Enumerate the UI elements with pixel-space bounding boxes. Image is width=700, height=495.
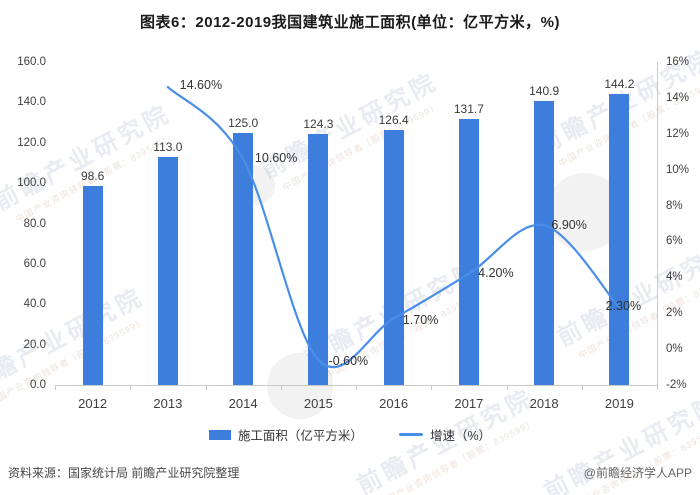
y-axis-left-tick-label: 100.0 <box>17 177 46 190</box>
chart-title: 图表6：2012-2019我国建筑业施工面积(单位：亿平方米，%) <box>140 14 560 31</box>
line-value-label: 4.20% <box>478 265 514 280</box>
x-axis-label: 2012 <box>78 396 108 411</box>
y-axis-left-tick-label: 40.0 <box>23 298 46 311</box>
bar <box>82 185 103 385</box>
line-value-label: -0.60% <box>328 353 369 368</box>
x-axis-tick <box>581 385 583 390</box>
line-series-swatch-icon <box>398 433 423 436</box>
bar-value-label: 124.3 <box>303 117 334 132</box>
bar <box>308 134 329 385</box>
data-source-text: 资料来源：国家统计局 前瞻产业研究院整理 <box>8 466 240 480</box>
y-axis-right-tick-label: 10% <box>666 163 690 176</box>
y-axis-right-tick-label: 14% <box>666 91 690 104</box>
x-axis-tick <box>356 385 357 390</box>
x-axis-tick <box>657 385 658 390</box>
bar <box>383 129 404 385</box>
footer: 资料来源：国家统计局 前瞻产业研究院整理 @前瞻经济学人APP <box>8 464 692 481</box>
credit-text: @前瞻经济学人APP <box>583 466 692 480</box>
right-axis-line <box>657 62 658 390</box>
y-axis-right-tick-label: 0% <box>666 343 683 356</box>
y-axis-right-tick-label: 4% <box>666 271 683 284</box>
bar-series-swatch-icon <box>208 429 231 440</box>
x-axis-tick <box>431 385 433 390</box>
y-axis-left-tick-label: 120.0 <box>17 136 46 149</box>
legend: 施工面积（亿平方米） 增速（%） <box>0 425 700 444</box>
x-axis-label: 2015 <box>303 396 333 411</box>
y-axis-right-tick-label: 6% <box>666 235 683 248</box>
bar <box>233 132 254 385</box>
x-axis-tick <box>205 385 207 390</box>
y-axis-left-tick-label: 160.0 <box>17 56 46 68</box>
bar <box>157 156 178 385</box>
line-value-label: 10.60% <box>254 150 298 165</box>
legend-line-label: 增速（%） <box>429 429 492 443</box>
y-axis-right-tick-label: 16% <box>666 56 690 68</box>
x-axis-tick <box>506 385 508 390</box>
y-axis-left-tick-label: 140.0 <box>17 96 46 109</box>
y-axis-left-tick-label: 20.0 <box>23 338 46 351</box>
bar-value-label: 126.4 <box>378 112 409 127</box>
bar <box>609 93 630 385</box>
x-axis-tick <box>280 385 282 390</box>
legend-item-line-series: 增速（%） <box>398 425 492 444</box>
line-value-label: 14.60% <box>179 78 223 93</box>
x-axis-label: 2019 <box>604 396 634 411</box>
bar-value-label: 113.0 <box>153 139 183 154</box>
y-axis-left-tick-label: 60.0 <box>23 257 46 270</box>
bar <box>534 100 555 385</box>
bar-value-label: 98.6 <box>80 168 105 183</box>
y-axis-right-tick-label: 8% <box>666 199 683 212</box>
x-axis-label: 2017 <box>454 396 484 411</box>
line-value-label: 1.70% <box>402 312 439 327</box>
x-axis-label: 2013 <box>153 396 183 411</box>
line-value-label: 2.30% <box>605 298 642 313</box>
line-value-label: 6.90% <box>551 218 587 233</box>
y-axis-right-tick-label: 2% <box>666 307 683 320</box>
y-axis-right-tick-label: 12% <box>666 127 690 140</box>
x-axis-label: 2014 <box>228 396 258 411</box>
y-axis-right-tick-label: -2% <box>666 379 687 391</box>
x-axis-label: 2016 <box>379 396 409 411</box>
bar-value-label: 131.7 <box>453 102 484 117</box>
x-axis-tick <box>55 385 56 390</box>
x-axis-label: 2018 <box>529 396 559 411</box>
x-axis-tick <box>130 385 132 390</box>
y-axis-left-tick-label: 0.0 <box>30 379 46 391</box>
bar-value-label: 144.2 <box>604 76 635 91</box>
legend-bar-label: 施工面积（亿平方米） <box>237 429 363 443</box>
bar-value-label: 140.9 <box>529 83 560 98</box>
y-axis-left-tick-label: 80.0 <box>23 217 46 230</box>
legend-item-bar-series: 施工面积（亿平方米） <box>208 425 363 444</box>
bar-value-label: 125.0 <box>228 115 259 130</box>
bar <box>458 119 479 385</box>
